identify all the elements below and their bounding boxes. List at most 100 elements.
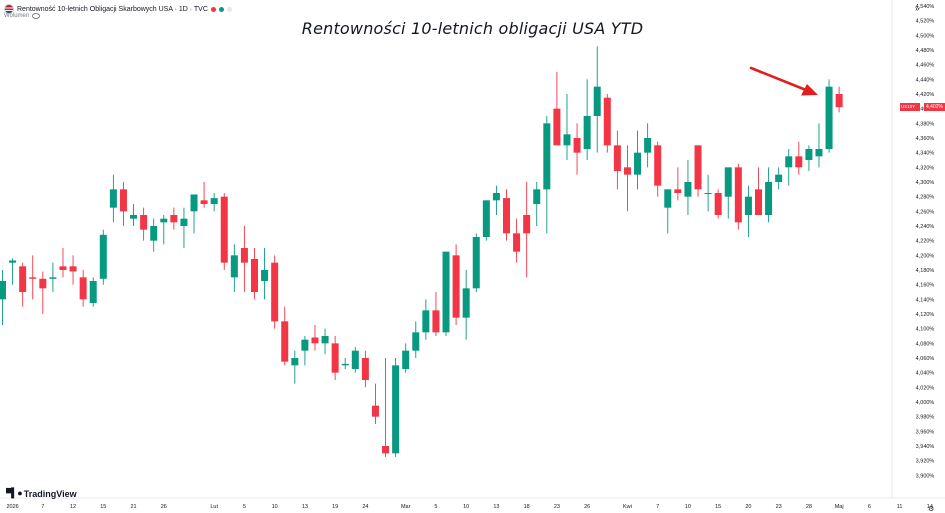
- candle: [180, 207, 188, 248]
- candle: [240, 226, 248, 292]
- chevrons-icon[interactable]: »: [915, 4, 920, 13]
- candle-body: [664, 189, 672, 208]
- volume-label[interactable]: Wolumen: [4, 13, 30, 19]
- candle: [472, 233, 480, 292]
- candle: [674, 167, 682, 201]
- candle-body: [19, 266, 27, 292]
- candle: [140, 207, 148, 241]
- candle: [119, 182, 127, 226]
- candle: [503, 189, 510, 241]
- candle-body: [99, 234, 107, 279]
- logo-text: TradingView: [23, 488, 77, 499]
- candle: [452, 244, 460, 325]
- y-tick-label: 4,440%: [916, 77, 935, 83]
- candle: [422, 299, 430, 340]
- candle: [785, 149, 793, 186]
- candle: [553, 72, 561, 146]
- candle: [523, 182, 531, 278]
- candle: [543, 116, 551, 234]
- candle: [361, 350, 369, 388]
- x-tick-label: 19: [332, 504, 338, 510]
- x-tick-label: 18: [524, 504, 530, 510]
- candle-body: [402, 350, 410, 369]
- candle-body: [220, 196, 228, 263]
- x-tick-label: 7: [41, 504, 44, 510]
- symbol-title[interactable]: Rentowność 10-letnich Obligacji Skarbowy…: [17, 5, 208, 13]
- candle: [160, 215, 168, 245]
- x-tick-label: 23: [554, 504, 560, 510]
- gear-icon[interactable]: ⚙: [928, 506, 935, 513]
- x-tick-label: 28: [806, 504, 812, 510]
- candle: [392, 358, 400, 457]
- candle-body: [311, 337, 319, 344]
- candle-body: [442, 251, 450, 333]
- candle: [29, 255, 37, 300]
- candles: [0, 46, 843, 457]
- x-tick-label: 24: [362, 504, 368, 510]
- candle-body: [0, 281, 6, 300]
- y-tick-label: 4,500%: [916, 33, 935, 39]
- candle-body: [301, 339, 309, 351]
- candle: [432, 292, 440, 336]
- candle: [261, 248, 269, 300]
- y-tick-label: 4,020%: [916, 385, 935, 391]
- candle: [351, 347, 359, 373]
- candle-body: [724, 167, 732, 197]
- candle: [0, 270, 6, 325]
- candle: [79, 270, 87, 307]
- price-badge-value: 4,402%: [924, 103, 945, 112]
- candle-body: [835, 94, 843, 108]
- candle-body: [210, 198, 218, 204]
- y-tick-label: 4,300%: [916, 180, 935, 186]
- candle-body: [29, 277, 37, 279]
- candle: [402, 343, 410, 373]
- chart-title: Rentowności 10-letnich obligacji USA YTD: [301, 19, 644, 38]
- candle-body: [351, 350, 359, 369]
- candle: [69, 255, 77, 285]
- y-tick-label: 4,040%: [916, 371, 935, 377]
- y-tick-label: 4,240%: [916, 224, 935, 230]
- x-tick-label: 10: [272, 504, 278, 510]
- x-tick-label: 11: [897, 504, 903, 510]
- candle: [371, 383, 379, 424]
- candle-body: [744, 196, 752, 215]
- status-dot-grey: [226, 6, 232, 12]
- y-tick-label: 4,100%: [916, 327, 935, 333]
- candle-body: [543, 123, 551, 190]
- y-tick-label: 4,480%: [916, 48, 935, 54]
- candle-body: [603, 97, 611, 146]
- candle-body: [39, 278, 47, 289]
- x-tick-label: 10: [463, 504, 469, 510]
- candle: [694, 145, 702, 197]
- candle-body: [785, 156, 793, 168]
- candle-body: [674, 189, 682, 193]
- candle: [684, 160, 692, 215]
- candle: [634, 130, 642, 190]
- x-tick-label: 5: [243, 504, 246, 510]
- candle-body: [503, 198, 510, 234]
- y-tick-label: 4,220%: [916, 239, 935, 245]
- candle-body: [765, 182, 773, 215]
- candle: [220, 193, 228, 270]
- tradingview-logo[interactable]: ▀▍● TradingView: [6, 488, 77, 499]
- x-tick-label: 15: [100, 504, 106, 510]
- x-tick-label: Lut: [210, 504, 218, 510]
- candle: [704, 174, 712, 212]
- candle-body: [412, 332, 420, 351]
- candle-body: [59, 266, 67, 270]
- candle: [623, 145, 631, 212]
- eye-icon[interactable]: [32, 13, 41, 19]
- arrow-annotation-icon: [749, 66, 818, 96]
- candle: [39, 271, 47, 314]
- y-tick-label: 4,540%: [916, 4, 935, 10]
- candle-body: [271, 262, 279, 322]
- candle: [49, 262, 57, 292]
- candle: [130, 204, 138, 226]
- candle-body: [513, 233, 521, 252]
- candle-body: [69, 266, 77, 272]
- status-dot-green: [218, 6, 224, 12]
- candle: [765, 167, 773, 223]
- y-tick-label: 3,920%: [916, 459, 935, 465]
- candle-body: [261, 270, 269, 281]
